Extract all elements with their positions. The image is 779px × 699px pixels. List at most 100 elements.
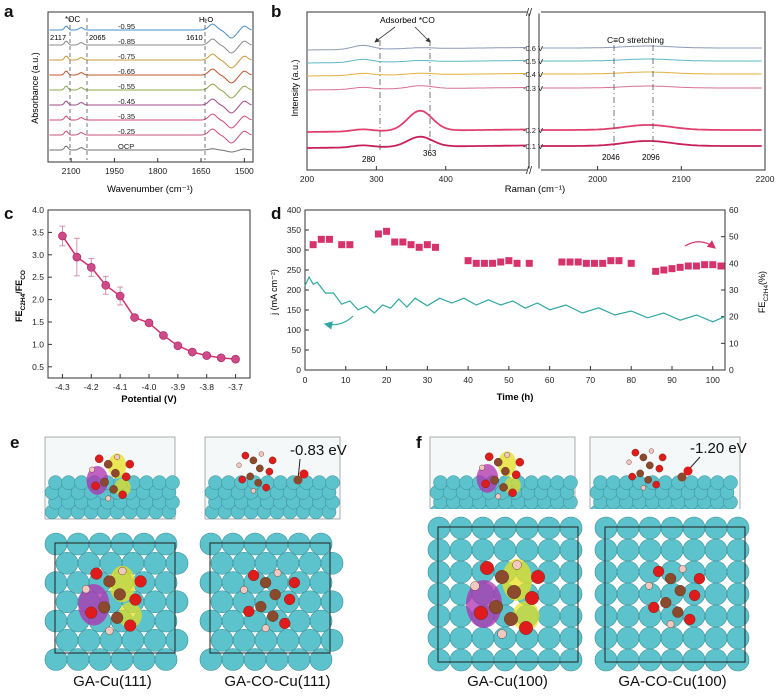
e-side-1-atom-3 <box>111 468 120 478</box>
f-top-2-cu-top-14 <box>594 560 618 584</box>
e-top-2-atom-11 <box>288 577 301 589</box>
fe-point-3 <box>338 241 346 249</box>
stability-chart: 0 10 20 30 40 50 60 70 80 90 100050100150200250300… <box>269 205 770 403</box>
f-top-2-cu-top-29 <box>616 604 640 628</box>
e-top-1-atom-1 <box>103 575 116 588</box>
e-top-2-unit-cell <box>209 542 331 654</box>
f-top-1-cu-top-4 <box>515 516 539 540</box>
f-side-1-cu-atom-34 <box>446 475 461 490</box>
e-side-1-atom-7 <box>109 485 118 494</box>
f-side-1-molecule <box>476 451 525 500</box>
f-side-2-atom-8 <box>652 480 661 489</box>
f-co-oxygen <box>683 466 693 476</box>
f-top-2-cu-top-44 <box>638 648 662 672</box>
stability-x-tick-label-8: 80 <box>626 375 636 385</box>
e-top-1-atom-6 <box>85 606 98 619</box>
stability-yl-tick-label-5: 250 <box>287 265 301 275</box>
panel-d-label: d <box>271 204 282 223</box>
ratio-x-tick-label-4: -3.9 <box>171 382 186 392</box>
raman-x-ticks: 200 300 400 2000 2100 2200 <box>300 166 775 184</box>
current-arrow <box>323 315 354 330</box>
e-side-1-molecule <box>86 453 135 502</box>
e-top-1-molecule <box>78 565 147 635</box>
f-top-2-cu-top-20 <box>726 560 750 584</box>
raman-y-axis-label: Intensity (a.u.) <box>290 59 300 116</box>
panel-d: d 0 10 20 30 40 50 60 70 80 90 100 0 50 100 150 200 250 3… <box>265 200 779 410</box>
stability-x-tick-label-6: 60 <box>545 375 555 385</box>
panel-f: f -1.20 eV GA-Cu(100) GA-CO-Cu(100) <box>390 415 779 699</box>
fe-point-37 <box>709 261 717 269</box>
f-top-2-cu-top-1 <box>616 516 640 540</box>
ftir-curves <box>49 23 252 153</box>
e-top-2-atom-0 <box>248 569 260 582</box>
ratio-plot-frame <box>47 209 251 379</box>
e-side-1-cu-atom-37 <box>139 475 154 490</box>
ratio-point-0 <box>58 231 67 241</box>
dft-structures-f: -1.20 eV <box>420 436 763 680</box>
raman-x-tick-label-l1: 300 <box>369 174 383 184</box>
f-top-2-cu-top-40 <box>704 626 728 650</box>
f-top-1-cu-top-6 <box>559 516 583 540</box>
f-top-1-cu-top-44 <box>471 648 495 672</box>
f-top-2-cu-top-8 <box>616 538 640 562</box>
e-side-2-slab <box>204 436 341 520</box>
e-top-2-top-slab <box>192 525 348 671</box>
ftir-x-axis-label: Wavenumber (cm⁻¹) <box>107 184 193 195</box>
ratio-point-11 <box>216 353 226 363</box>
e-top-2-cu-top-41 <box>309 648 333 671</box>
stability-x-tick-label-10: 100 <box>706 375 720 385</box>
raman-chart: // // Adsorbed *CO C≡O stretching 280 36… <box>290 7 775 195</box>
f-top-2-top-slab <box>587 509 763 680</box>
e-top-1-cu-top-37 <box>66 648 90 671</box>
f-side-1-atom-10 <box>479 464 485 471</box>
e-side-1-density-yellow-2 <box>114 478 131 497</box>
fe-label-main: FE <box>757 302 767 314</box>
fe-point-19 <box>513 259 521 267</box>
fe-point-22 <box>566 258 574 266</box>
panel-a-label: a <box>4 2 14 21</box>
ratio-y-tick-label-2: 1.5 <box>32 317 44 327</box>
raman-break-mark-bottom: // <box>526 165 533 177</box>
f-side-2-atom-0 <box>631 448 640 457</box>
fe-point-18 <box>505 257 513 265</box>
ftir-potential-labels: -0.95 -0.85 -0.75 -0.65 -0.55 -0.45 -0.35 -0.25… <box>118 22 135 151</box>
f-top-2-cu-top-26 <box>704 582 728 606</box>
ftir-curve-0 <box>49 23 252 39</box>
ratio-y-tick-label-1: 1.0 <box>32 339 44 349</box>
e-top-1-cu-top-5 <box>154 532 178 556</box>
f-top-2-atom-5 <box>660 597 672 609</box>
f-top-2-cu-top-36 <box>616 626 640 650</box>
ratio-y-tick-label-5: 3.0 <box>32 250 44 260</box>
f-top-1-cu-top-36 <box>449 626 473 650</box>
e-side-2-cu-atom-39 <box>325 475 340 490</box>
ratio-point-9 <box>187 347 197 357</box>
ratio-point-5 <box>130 313 139 322</box>
e-side-2-cu-atom-35 <box>273 475 288 490</box>
ratio-x-tick-label-1: -4.2 <box>84 382 99 392</box>
e-top-1-cu-top-23 <box>165 590 189 614</box>
f-side-1-cu-atom-40 <box>524 475 539 490</box>
stability-plot-frame <box>304 209 726 371</box>
ftir-x-ticks: 2100 1950 1800 1650 1500 <box>62 158 254 176</box>
e-top-2-cu-top-18 <box>210 590 234 614</box>
e-top-1-cu-top-3 <box>110 532 134 556</box>
raman-curve-left-2 <box>307 72 527 77</box>
raman-curve-right-0 <box>540 45 762 49</box>
ftir-curve-8 <box>49 145 252 153</box>
e-top-1-cu-top-10 <box>143 551 167 575</box>
stability-x-tick-label-7: 70 <box>586 375 596 385</box>
ftir-potential-label-8: OCP <box>118 142 134 151</box>
f-top-1-cu-top-3 <box>493 516 517 540</box>
e-side-2-atom-11 <box>268 456 277 465</box>
f-top-1-cu-top-13 <box>559 538 583 562</box>
f-top-1-atom-0 <box>480 561 494 575</box>
stability-yl-tick-label-3: 150 <box>287 305 301 315</box>
f-side-2-cu-atom-40 <box>684 475 699 490</box>
f-top-1-cu-top-48 <box>559 648 583 672</box>
e-side-1-atom-2 <box>114 454 121 460</box>
f-side-2-cu-atom-42 <box>710 475 725 490</box>
fe-point-32 <box>668 265 676 273</box>
f-top-1-cu-top-21 <box>427 582 451 606</box>
f-side-1-cu-atom-33 <box>433 475 448 490</box>
f-top-2-cu-top-22 <box>616 582 640 606</box>
